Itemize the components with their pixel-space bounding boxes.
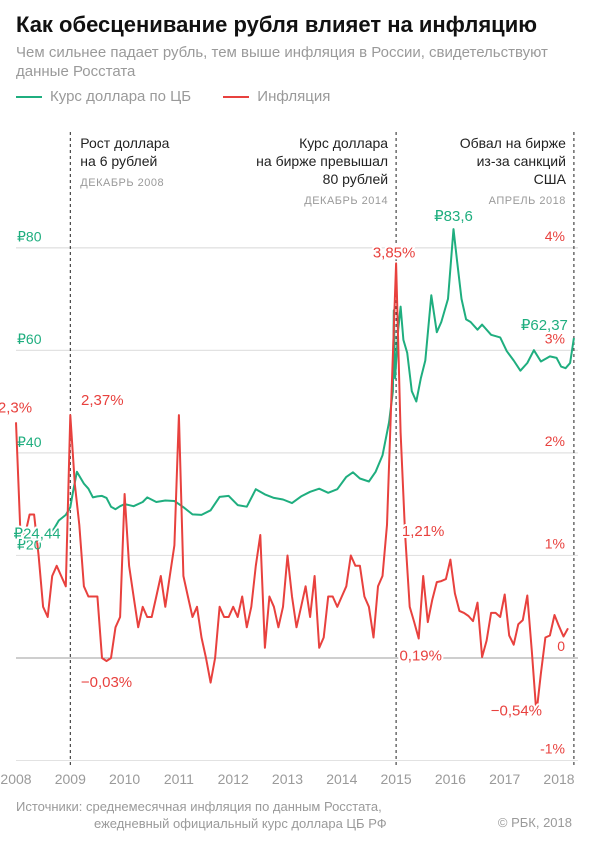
y-right-tick-3: 2% (545, 433, 565, 449)
page-title: Как обесценивание рубля влияет на инфляц… (16, 12, 538, 37)
legend-swatch-inflation (223, 96, 250, 99)
y-left-tick-2: ₽60 (17, 331, 42, 347)
annotation-2-line-0: Обвал на бирже (460, 135, 566, 151)
data-label-6: −0,54% (491, 702, 542, 719)
y-right-tick-2: 1% (545, 536, 565, 552)
annotation-0-line-1: на 6 рублей (80, 153, 157, 169)
x-tick-2018: 2018 (543, 771, 574, 787)
legend-swatch-usd (16, 96, 42, 99)
annotation-2-line-1: из-за санкций (477, 153, 566, 169)
annotation-1-line-2: 80 рублей (323, 171, 388, 187)
y-right-tick-4: 3% (545, 331, 565, 347)
x-tick-2013: 2013 (272, 771, 303, 787)
data-label-1: 2,37% (81, 392, 124, 409)
copyright: © РБК, 2018 (497, 815, 572, 830)
data-label-3: 3,85% (373, 244, 416, 261)
x-tick-2009: 2009 (55, 771, 86, 787)
annotation-2-line-2: США (534, 171, 567, 187)
y-right-tick-0: -1% (540, 741, 565, 757)
page-subtitle: Чем сильнее падает рубль, тем выше инфля… (16, 44, 548, 80)
legend: Курс доллара по ЦБ Инфляция (16, 88, 358, 105)
y-left-tick-1: ₽40 (17, 434, 42, 450)
legend-label-usd: Курс доллара по ЦБ (50, 88, 192, 105)
y-left-tick-0: ₽20 (17, 536, 42, 552)
source-line-2: ежедневный официальный курс доллара ЦБ Р… (94, 816, 387, 831)
x-tick-2017: 2017 (489, 771, 520, 787)
footer-sources: Источники: среднемесячная инфляция по да… (16, 798, 387, 832)
series-line-1 (15, 262, 569, 715)
annotation-1-line-1: на бирже превышал (256, 153, 388, 169)
x-tick-2008: 2008 (0, 771, 31, 787)
legend-label-inflation: Инфляция (257, 88, 331, 105)
x-tick-2011: 2011 (164, 771, 194, 787)
y-right-tick-5: 4% (545, 228, 565, 244)
series-line-0 (13, 228, 575, 539)
x-tick-2012: 2012 (218, 771, 249, 787)
y-right-tick-1: 0 (557, 638, 565, 654)
data-label-9: ₽62,37 (521, 317, 568, 334)
annotation-0-caption: ДЕКАБРЬ 2008 (80, 177, 164, 189)
x-tick-2015: 2015 (381, 771, 412, 787)
data-label-5: 0,19% (399, 648, 442, 665)
data-label-8: ₽83,6 (434, 208, 473, 225)
legend-item-usd: Курс доллара по ЦБ (16, 88, 191, 105)
annotation-0-line-0: Рост доллара (80, 135, 169, 151)
data-label-7: ₽24,44 (14, 526, 61, 543)
y-left-tick-3: ₽80 (17, 229, 42, 245)
annotation-1-line-0: Курс доллара (299, 135, 388, 151)
data-label-4: 1,21% (402, 523, 445, 540)
annotation-1-caption: ДЕКАБРЬ 2014 (304, 195, 388, 207)
annotation-2-caption: АПРЕЛЬ 2018 (489, 195, 566, 207)
x-tick-2010: 2010 (109, 771, 140, 787)
x-tick-2016: 2016 (435, 771, 466, 787)
x-tick-2014: 2014 (326, 771, 357, 787)
legend-item-inflation: Инфляция (223, 88, 330, 105)
data-label-2: −0,03% (81, 674, 132, 691)
source-line-1: Источники: среднемесячная инфляция по да… (16, 799, 382, 814)
data-label-0: 2,3% (0, 399, 32, 416)
